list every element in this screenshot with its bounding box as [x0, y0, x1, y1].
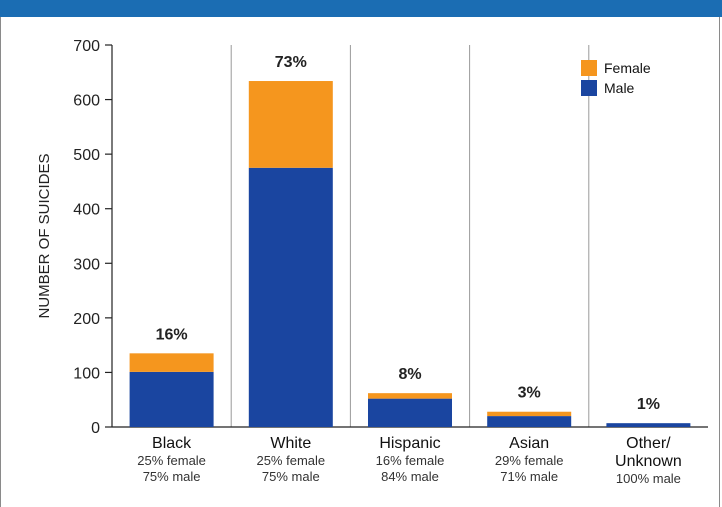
y-tick-label: 400 — [73, 202, 100, 219]
bar-male-1 — [248, 167, 333, 428]
bar-female-2 — [368, 393, 452, 399]
category-sublabel: 29% female — [495, 453, 564, 468]
y-tick-label: 0 — [91, 420, 100, 437]
legend-swatch-male — [581, 80, 597, 96]
bar-male-4 — [606, 423, 691, 427]
percent-label: 1% — [637, 396, 660, 413]
category-label: Black — [152, 435, 192, 452]
category-sublabel: 25% female — [256, 453, 325, 468]
chart-frame — [0, 17, 720, 507]
bar-female-1 — [248, 81, 333, 168]
category-label: Asian — [509, 435, 549, 452]
bar-male-0 — [129, 371, 214, 427]
bar-male-2 — [368, 398, 452, 427]
bar-female-0 — [129, 353, 214, 372]
percent-label: 16% — [156, 326, 188, 343]
category-label: Unknown — [615, 453, 682, 470]
legend-swatch-female — [581, 60, 597, 76]
category-label: Other/ — [626, 435, 671, 452]
percent-label: 73% — [275, 54, 307, 71]
category-sublabel: 84% male — [381, 469, 439, 484]
category-sublabel: 71% male — [500, 469, 558, 484]
y-tick-label: 100 — [73, 365, 100, 382]
y-axis-label: NUMBER OF SUICIDES — [36, 153, 53, 318]
y-tick-label: 700 — [73, 38, 100, 55]
y-tick-label: 300 — [73, 256, 100, 273]
bar-female-3 — [487, 411, 572, 417]
category-label: Hispanic — [379, 435, 440, 452]
percent-label: 8% — [398, 366, 421, 383]
category-sublabel: 25% female — [137, 453, 206, 468]
category-sublabel: 75% male — [262, 469, 320, 484]
category-sublabel: 16% female — [376, 453, 445, 468]
y-tick-label: 500 — [73, 147, 100, 164]
category-sublabel: 75% male — [143, 469, 201, 484]
legend-label-male: Male — [604, 80, 635, 96]
header-banner — [0, 0, 722, 17]
category-label: White — [270, 435, 311, 452]
percent-label: 3% — [518, 385, 541, 402]
bar-male-3 — [487, 416, 572, 427]
y-tick-label: 600 — [73, 93, 100, 110]
y-tick-label: 200 — [73, 311, 100, 328]
category-sublabel: 100% male — [616, 471, 681, 486]
legend-label-female: Female — [604, 60, 651, 76]
